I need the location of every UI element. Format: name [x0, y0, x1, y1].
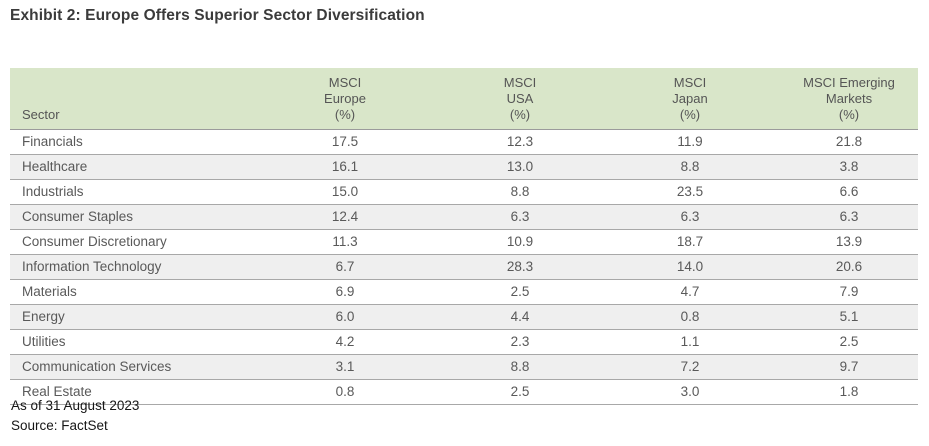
table-row: Energy 6.0 4.4 0.8 5.1	[10, 304, 918, 330]
column-header-msci-emerging-markets: MSCI Emerging Markets (%)	[780, 68, 918, 130]
sector-cell: Consumer Staples	[10, 204, 250, 230]
value-cell: 8.8	[440, 179, 600, 205]
value-cell: 12.3	[440, 129, 600, 155]
value-cell: 8.8	[440, 354, 600, 380]
value-cell: 8.8	[600, 154, 780, 180]
value-cell: 7.9	[780, 279, 918, 305]
sector-cell: Industrials	[10, 179, 250, 205]
header-row: Sector MSCI Europe (%) MSCI USA (%) MSCI…	[10, 68, 918, 130]
value-cell: 7.2	[600, 354, 780, 380]
value-cell: 4.4	[440, 304, 600, 330]
value-cell: 6.3	[780, 204, 918, 230]
table-row: Utilities 4.2 2.3 1.1 2.5	[10, 329, 918, 355]
value-cell: 14.0	[600, 254, 780, 280]
value-cell: 2.5	[440, 379, 600, 405]
table-row: Consumer Discretionary 11.3 10.9 18.7 13.9	[10, 229, 918, 255]
value-cell: 2.5	[440, 279, 600, 305]
source-note: Source: FactSet	[11, 418, 108, 433]
table-row: Financials 17.5 12.3 11.9 21.8	[10, 129, 918, 155]
value-cell: 23.5	[600, 179, 780, 205]
value-cell: 6.6	[780, 179, 918, 205]
value-cell: 2.5	[780, 329, 918, 355]
value-cell: 16.1	[250, 154, 440, 180]
value-cell: 18.7	[600, 229, 780, 255]
exhibit-title: Exhibit 2: Europe Offers Superior Sector…	[10, 7, 425, 24]
sector-diversification-table: Sector MSCI Europe (%) MSCI USA (%) MSCI…	[10, 68, 918, 405]
value-cell: 3.8	[780, 154, 918, 180]
footnote: As of 31 August 2023 Source: FactSet	[11, 396, 139, 436]
value-cell: 6.0	[250, 304, 440, 330]
table-row: Materials 6.9 2.5 4.7 7.9	[10, 279, 918, 305]
value-cell: 17.5	[250, 129, 440, 155]
value-cell: 15.0	[250, 179, 440, 205]
value-cell: 11.9	[600, 129, 780, 155]
value-cell: 28.3	[440, 254, 600, 280]
value-cell: 6.7	[250, 254, 440, 280]
sector-cell: Materials	[10, 279, 250, 305]
as-of-date: As of 31 August 2023	[11, 398, 140, 413]
value-cell: 6.9	[250, 279, 440, 305]
value-cell: 2.3	[440, 329, 600, 355]
table-row: Information Technology 6.7 28.3 14.0 20.6	[10, 254, 918, 280]
sector-cell: Financials	[10, 129, 250, 155]
value-cell: 9.7	[780, 354, 918, 380]
table-row: Communication Services 3.1 8.8 7.2 9.7	[10, 354, 918, 380]
value-cell: 0.8	[600, 304, 780, 330]
value-cell: 3.1	[250, 354, 440, 380]
column-header-msci-usa: MSCI USA (%)	[440, 68, 600, 130]
table-header: Sector MSCI Europe (%) MSCI USA (%) MSCI…	[10, 68, 918, 130]
value-cell: 13.0	[440, 154, 600, 180]
table-row: Healthcare 16.1 13.0 8.8 3.8	[10, 154, 918, 180]
sector-cell: Energy	[10, 304, 250, 330]
sector-cell: Communication Services	[10, 354, 250, 380]
value-cell: 6.3	[440, 204, 600, 230]
value-cell: 3.0	[600, 379, 780, 405]
sector-cell: Consumer Discretionary	[10, 229, 250, 255]
value-cell: 4.2	[250, 329, 440, 355]
value-cell: 13.9	[780, 229, 918, 255]
value-cell: 5.1	[780, 304, 918, 330]
table-row: Consumer Staples 12.4 6.3 6.3 6.3	[10, 204, 918, 230]
column-header-msci-japan: MSCI Japan (%)	[600, 68, 780, 130]
column-header-sector: Sector	[10, 68, 250, 130]
value-cell: 6.3	[600, 204, 780, 230]
value-cell: 12.4	[250, 204, 440, 230]
value-cell: 0.8	[250, 379, 440, 405]
sector-cell: Real Estate	[10, 379, 250, 405]
value-cell: 1.1	[600, 329, 780, 355]
value-cell: 20.6	[780, 254, 918, 280]
value-cell: 4.7	[600, 279, 780, 305]
value-cell: 10.9	[440, 229, 600, 255]
table-body: Financials 17.5 12.3 11.9 21.8 Healthcare 16.1…	[10, 129, 918, 405]
sector-cell: Utilities	[10, 329, 250, 355]
table-row: Real Estate 0.8 2.5 3.0 1.8	[10, 379, 918, 405]
table-row: Industrials 15.0 8.8 23.5 6.6	[10, 179, 918, 205]
column-header-msci-europe: MSCI Europe (%)	[250, 68, 440, 130]
sector-cell: Healthcare	[10, 154, 250, 180]
value-cell: 21.8	[780, 129, 918, 155]
sector-cell: Information Technology	[10, 254, 250, 280]
value-cell: 1.8	[780, 379, 918, 405]
value-cell: 11.3	[250, 229, 440, 255]
